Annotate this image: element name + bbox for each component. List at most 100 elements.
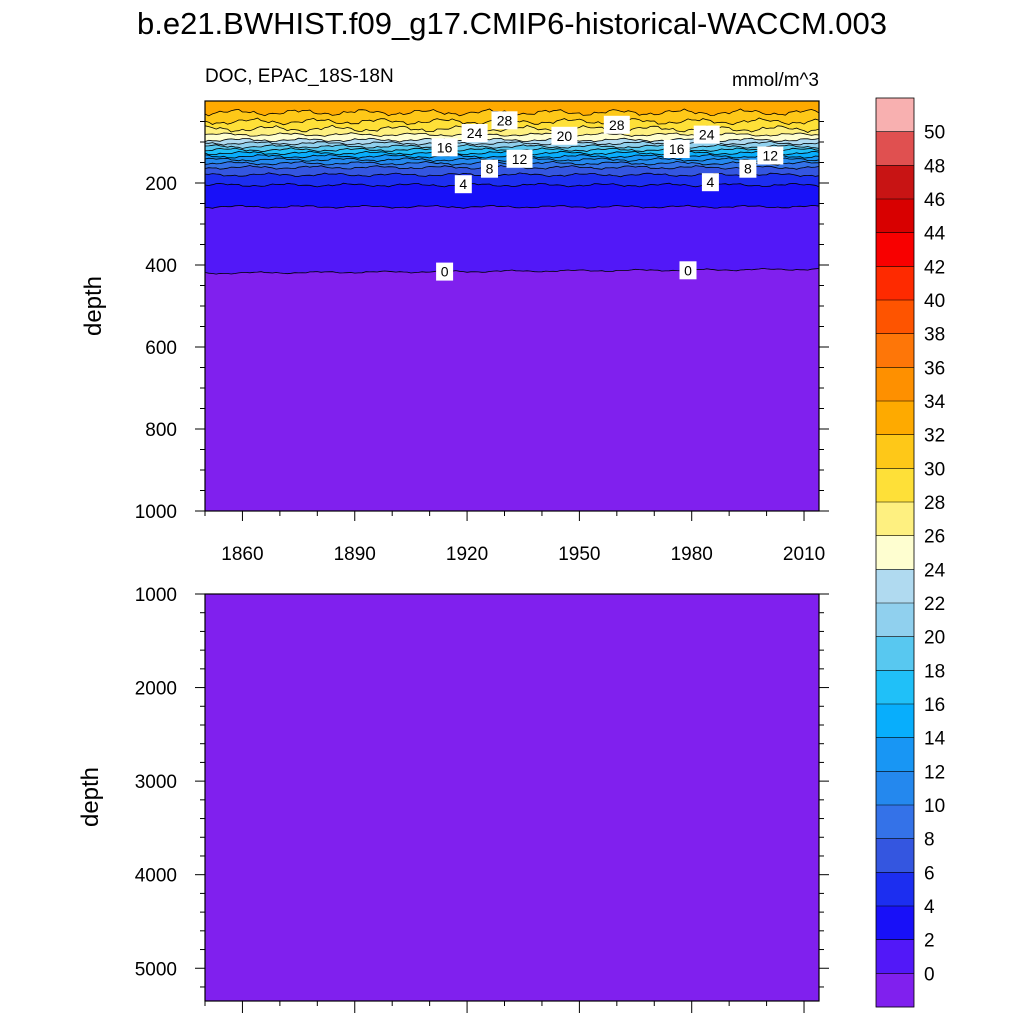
colorbar-tick-label: 2 [924, 931, 935, 952]
colorbar-swatch [876, 199, 914, 233]
colorbar-tick-label: 44 [924, 224, 946, 245]
contour-label-text: 28 [497, 112, 513, 128]
contour-label-12: 12 [757, 146, 784, 165]
colorbar-swatch [876, 367, 914, 402]
contour-label-4: 4 [454, 175, 472, 194]
contour-label-text: 24 [699, 127, 715, 143]
colorbar-tick-label: 38 [924, 325, 945, 346]
colorbar-swatch [876, 569, 914, 604]
top-x-tick-label: 1980 [671, 544, 713, 565]
top-y-axis-label: depth [80, 276, 107, 336]
contour-label-20: 20 [551, 126, 578, 145]
contour-label-text: 4 [707, 174, 715, 190]
colorbar-swatch [876, 232, 914, 267]
colorbar-tick-label: 14 [924, 729, 946, 750]
colorbar-tick-label: 16 [924, 695, 945, 716]
colorbar-tick-label: 6 [924, 863, 935, 884]
contour-label-text: 20 [557, 128, 573, 144]
colorbar-swatch [876, 468, 914, 503]
colorbar-tick-label: 42 [924, 257, 945, 278]
bottom-y-tick-label: 1000 [135, 585, 177, 606]
contour-label-24: 24 [461, 124, 488, 142]
contour-label-box [551, 126, 578, 145]
top-x-tick-label: 1920 [446, 544, 488, 565]
colorbar-tick-label: 48 [924, 156, 945, 177]
contour-label-24: 24 [693, 125, 720, 144]
contour-label-text: 12 [763, 148, 779, 164]
colorbar-swatch [876, 300, 914, 334]
colorbar-swatch [876, 872, 914, 907]
contour-label-text: 16 [437, 139, 453, 155]
contour-label-box [739, 159, 757, 178]
contour-label-box [491, 111, 518, 130]
colorbar-tick-label: 50 [924, 123, 945, 144]
colorbar-tick-label: 0 [924, 964, 935, 985]
top-y-tick-label: 600 [145, 338, 177, 359]
bottom-panel: 1000 2000 3000 4000 5000 depth [77, 585, 829, 1013]
contour-label-28: 28 [491, 111, 518, 130]
contour-label-0: 0 [679, 261, 697, 280]
colorbar-tick-label: 30 [924, 459, 945, 480]
colorbar-tick-label: 22 [924, 594, 945, 615]
colorbar-tick-label: 28 [924, 493, 945, 514]
colorbar-swatch [876, 535, 914, 570]
colorbar-swatch [876, 704, 914, 738]
contour-label-box [701, 173, 719, 192]
colorbar-tick-label: 4 [924, 897, 935, 918]
bottom-panel-frame [204, 593, 820, 1002]
contour-label-4: 4 [701, 173, 719, 192]
colorbar-tick-label: 46 [924, 190, 945, 211]
top-y-tick-label: 400 [145, 256, 177, 277]
colorbar-tick-label: 20 [924, 628, 945, 649]
colorbar-swatch [876, 636, 914, 671]
top-y-tick-label: 1000 [135, 502, 177, 523]
contour-label-28: 28 [603, 115, 630, 134]
contour-label-text: 8 [486, 161, 494, 177]
colorbar-swatch [876, 165, 914, 200]
colorbar-swatch [876, 333, 914, 368]
contour-label-text: 12 [512, 151, 528, 167]
contour-label-16: 16 [663, 140, 690, 158]
colorbar-swatch [876, 939, 914, 974]
colorbar-swatch [876, 771, 914, 806]
colorbar-tick-label: 24 [924, 560, 946, 581]
colorbar-swatch [876, 805, 914, 839]
contour-label-box [436, 262, 454, 281]
chart-title: b.e21.BWHIST.f09_g17.CMIP6-historical-WA… [137, 6, 887, 41]
colorbar-tick-label: 26 [924, 527, 945, 548]
contour-label-text: 28 [609, 117, 625, 133]
contour-label-box [679, 261, 697, 280]
contour-label-16: 16 [431, 138, 458, 157]
top-fill-band-32 [205, 101, 819, 116]
contour-label-text: 8 [744, 161, 752, 177]
contour-label-box [603, 115, 630, 134]
colorbar-swatch [876, 434, 914, 469]
top-x-tick-label: 1890 [334, 544, 376, 565]
top-x-tick-label: 2010 [783, 544, 825, 565]
colorbar-swatch [876, 131, 914, 166]
top-y-tick-label: 800 [145, 420, 177, 441]
colorbar-swatch [876, 603, 914, 637]
bottom-y-tick-label: 2000 [135, 679, 177, 700]
bottom-y-axis-label: depth [77, 767, 104, 827]
colorbar-swatch [876, 266, 914, 301]
colorbar-swatch [876, 737, 914, 772]
colorbar-tick-label: 40 [924, 291, 945, 312]
contour-line-0 [205, 267, 819, 275]
top-x-tick-label: 1950 [558, 544, 600, 565]
colorbar: 0246810121416182022242628303234363840424… [875, 97, 946, 1008]
contour-label-box [461, 124, 488, 142]
contour-label-box [757, 146, 784, 165]
colorbar-swatch [876, 401, 914, 435]
colorbar-tick-label: 8 [924, 830, 935, 851]
colorbar-tick-label: 34 [924, 392, 946, 413]
colorbar-swatch [876, 502, 914, 536]
contour-label-0: 0 [436, 262, 454, 281]
contour-label-box [454, 175, 472, 194]
colorbar-tick-label: 36 [924, 358, 945, 379]
bottom-y-tick-label: 3000 [135, 772, 177, 793]
contour-label-8: 8 [481, 159, 498, 178]
colorbar-tick-label: 12 [924, 762, 945, 783]
